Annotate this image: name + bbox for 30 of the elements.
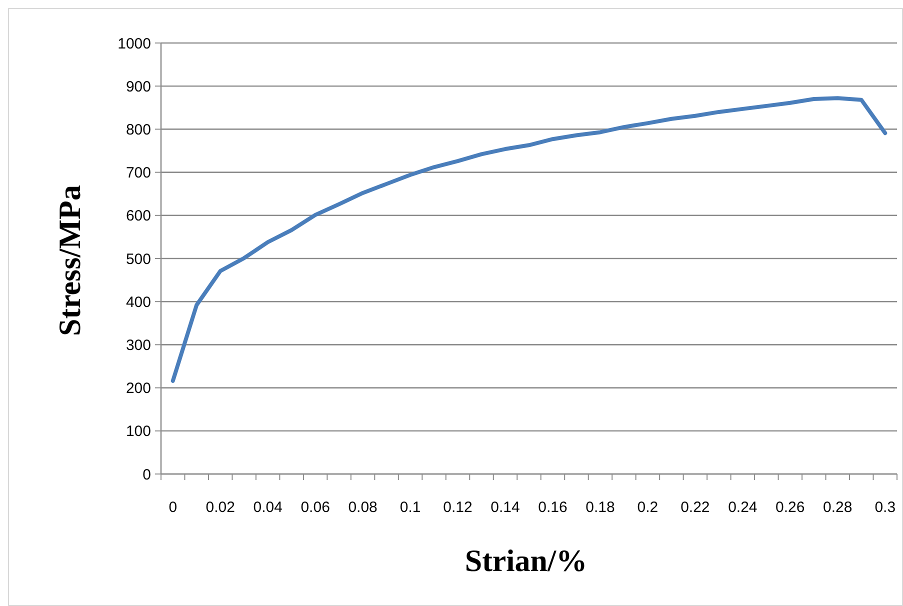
y-tick-label: 300 xyxy=(126,336,151,354)
x-tick-label: 0.28 xyxy=(823,499,852,516)
y-tick-label: 600 xyxy=(126,208,151,225)
x-tick-label: 0.14 xyxy=(490,499,520,516)
x-tick-label: 0.02 xyxy=(206,499,235,516)
x-tick-label: 0.22 xyxy=(680,499,710,516)
x-tick-label: 0.04 xyxy=(253,499,282,516)
x-tick-label: 0.18 xyxy=(586,499,615,516)
x-tick-label: 0.24 xyxy=(728,499,758,516)
x-tick-label: 0.1 xyxy=(400,499,421,516)
x-tick-label: 0.3 xyxy=(874,499,896,516)
y-tick-label: 1000 xyxy=(118,35,151,52)
y-tick-label: 700 xyxy=(126,164,151,182)
x-tick-label: 0.2 xyxy=(637,499,658,516)
y-tick-label: 0 xyxy=(142,466,151,484)
x-tick-label: 0.08 xyxy=(348,499,378,516)
y-tick-label: 800 xyxy=(126,121,151,138)
y-tick-label: 900 xyxy=(126,78,151,96)
x-tick-label: 0.06 xyxy=(300,499,330,516)
y-tick-label: 200 xyxy=(126,380,151,398)
x-tick-label: 0 xyxy=(168,499,178,516)
x-tick-label: 0.12 xyxy=(443,499,472,516)
y-tick-label: 400 xyxy=(126,294,151,311)
y-tick-label: 500 xyxy=(126,250,151,268)
y-axis-title: Stress/MPa xyxy=(52,184,87,336)
line-series xyxy=(170,96,888,383)
x-axis-title: Strian/% xyxy=(464,543,588,578)
x-tick-label: 0.16 xyxy=(538,499,568,516)
x-tick-label: 0.26 xyxy=(776,499,805,516)
y-tick-label: 100 xyxy=(126,423,151,440)
